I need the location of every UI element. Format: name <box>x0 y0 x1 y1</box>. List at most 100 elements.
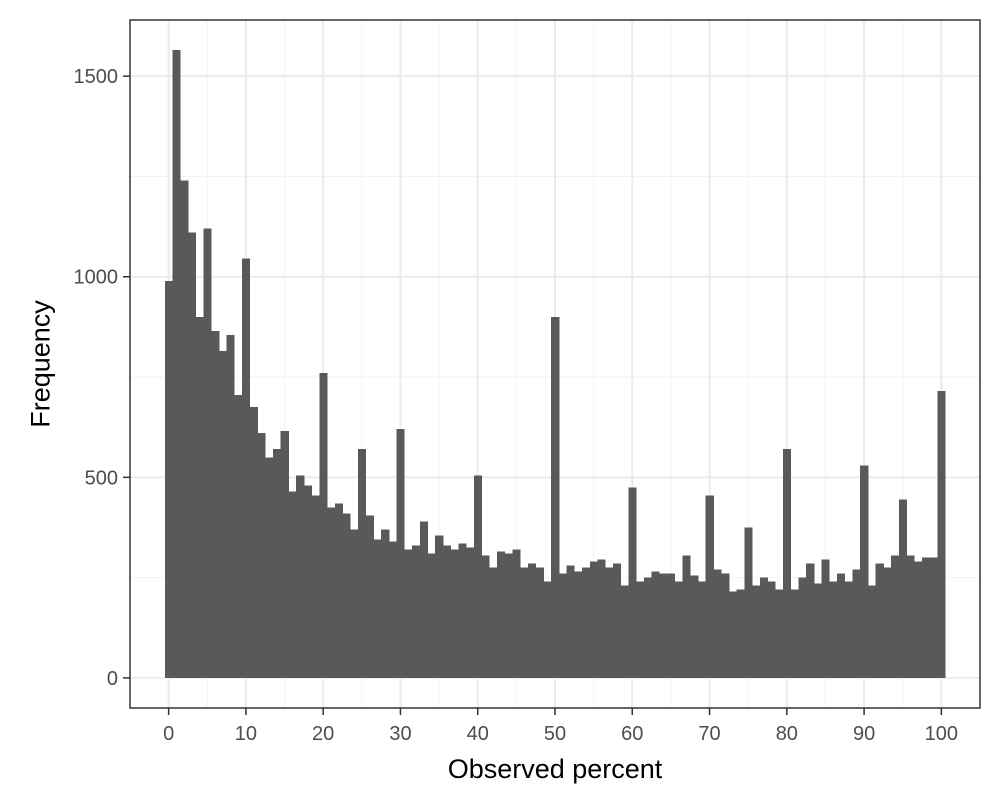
histogram-bar <box>929 557 938 678</box>
histogram-bar <box>806 563 815 678</box>
x-tick-label: 20 <box>312 723 334 745</box>
histogram-bar <box>303 485 312 678</box>
y-axis-title: Frequency <box>25 300 55 428</box>
histogram-bar <box>211 330 220 678</box>
histogram-bar <box>736 589 745 678</box>
histogram-bar <box>628 487 637 678</box>
histogram-bar <box>597 559 606 678</box>
histogram-bar <box>891 555 900 678</box>
histogram-bar <box>350 529 359 678</box>
histogram-bar <box>659 573 668 678</box>
histogram-bar <box>280 431 289 678</box>
histogram-bar <box>767 581 776 678</box>
histogram-bar <box>427 553 436 678</box>
histogram-bar <box>922 557 931 678</box>
histogram-bar <box>473 475 482 678</box>
histogram-bar <box>566 565 575 678</box>
histogram-bar <box>574 571 583 678</box>
histogram-bar <box>914 561 923 678</box>
histogram-bar <box>697 581 707 678</box>
histogram-bar <box>690 575 699 678</box>
histogram-bar <box>682 555 691 678</box>
histogram-bar <box>813 583 822 678</box>
histogram-bar <box>466 547 475 678</box>
y-tick-label: 0 <box>107 668 118 690</box>
x-tick-label: 10 <box>235 723 257 745</box>
histogram-bar <box>218 350 227 678</box>
y-axis: 0 500 1000 1500 <box>74 66 130 690</box>
histogram-bar <box>883 567 892 678</box>
histogram-bar <box>558 573 567 678</box>
histogram-bar <box>798 577 807 678</box>
histogram-bar <box>512 549 521 678</box>
histogram-bar <box>450 549 459 678</box>
histogram-bar <box>334 503 343 678</box>
histogram-bar <box>187 232 197 678</box>
histogram-bar <box>821 559 830 678</box>
histogram-bar <box>620 585 629 678</box>
histogram-bar <box>195 316 204 678</box>
histogram-bar <box>589 561 598 678</box>
histogram-bar <box>643 577 652 678</box>
histogram-bar <box>419 521 428 678</box>
histogram-bar <box>829 581 838 678</box>
x-tick-label: 70 <box>698 723 720 745</box>
x-tick-label: 0 <box>163 723 174 745</box>
histogram-bar <box>272 449 282 678</box>
histogram-bar <box>242 258 251 678</box>
histogram-bar <box>203 228 212 678</box>
histogram-bar <box>388 541 397 678</box>
histogram-bar <box>875 563 884 678</box>
histogram-bars <box>164 50 946 678</box>
histogram-bar <box>365 515 374 678</box>
histogram-bar <box>442 545 452 678</box>
histogram-bar <box>852 569 861 678</box>
histogram-bar <box>381 529 390 678</box>
histogram-bar <box>860 465 869 678</box>
histogram-bar <box>296 475 305 678</box>
x-axis-title: Observed percent <box>448 754 663 784</box>
histogram-bar <box>180 180 189 678</box>
histogram-bar <box>435 535 444 678</box>
x-axis: 0 10 20 30 40 50 60 70 80 90 100 <box>163 708 958 745</box>
x-tick-label: 60 <box>621 723 643 745</box>
histogram-bar <box>898 499 907 678</box>
histogram-bar <box>504 553 513 678</box>
histogram-bar <box>674 581 683 678</box>
x-tick-label: 80 <box>776 723 798 745</box>
histogram-bar <box>744 527 753 678</box>
histogram-bar <box>705 495 714 678</box>
histogram-bar <box>288 491 297 678</box>
histogram-bar <box>497 551 506 678</box>
histogram-bar <box>357 449 367 678</box>
histogram-bar <box>481 555 490 678</box>
histogram-bar <box>249 407 258 678</box>
histogram-bar <box>458 543 467 678</box>
y-tick-label: 1000 <box>74 267 119 289</box>
histogram-bar <box>790 589 799 678</box>
histogram-bar <box>265 457 274 678</box>
histogram-bar <box>721 573 730 678</box>
histogram-bar <box>837 573 846 678</box>
y-tick-label: 500 <box>85 467 118 489</box>
histogram-bar <box>867 585 877 678</box>
histogram-bar <box>775 589 784 678</box>
histogram-bar <box>906 555 915 678</box>
histogram-bar <box>172 50 181 678</box>
histogram-bar <box>651 571 660 678</box>
histogram-bar <box>234 395 243 678</box>
histogram-bar <box>713 569 722 678</box>
histogram-bar <box>605 567 614 678</box>
histogram-bar <box>373 539 382 678</box>
x-tick-label: 100 <box>925 723 958 745</box>
histogram-bar <box>667 573 676 678</box>
histogram-bar <box>164 280 173 678</box>
histogram-bar <box>404 549 413 678</box>
histogram-bar <box>342 513 351 678</box>
histogram-bar <box>582 567 591 678</box>
x-tick-label: 40 <box>467 723 489 745</box>
histogram-bar <box>937 391 946 678</box>
histogram-bar <box>728 591 737 678</box>
x-tick-label: 30 <box>389 723 411 745</box>
